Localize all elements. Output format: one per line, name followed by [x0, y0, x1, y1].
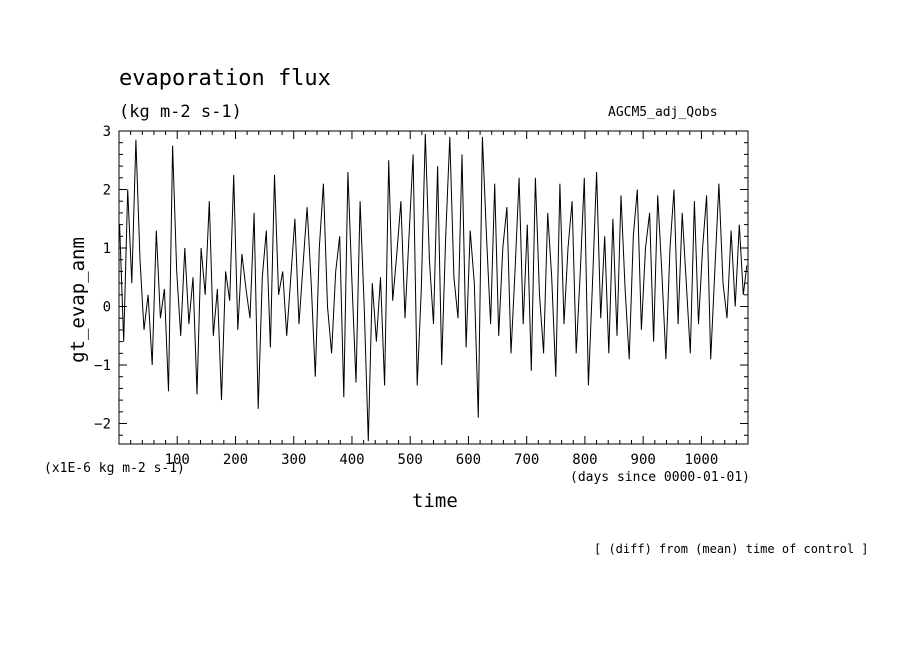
x-tick-label: 400 [339, 452, 364, 468]
x-tick-label: 500 [398, 452, 423, 468]
x-tick-label: 200 [223, 452, 248, 468]
x-tick-label: 600 [456, 452, 481, 468]
x-tick-label: 900 [631, 452, 656, 468]
plot-frame [118, 130, 749, 445]
y-tick-label: 0 [103, 300, 111, 316]
y-tick-label: −1 [94, 358, 111, 374]
y-scale-note: (x1E-6 kg m-2 s-1) [44, 461, 185, 476]
footer-note: [ (diff) from (mean) time of control ] [594, 542, 869, 556]
x-tick-label: 800 [572, 452, 597, 468]
y-tick-label: 1 [103, 241, 111, 257]
y-tick-label: 2 [103, 183, 111, 199]
x-axis-label: time [412, 490, 458, 512]
series-line [119, 133, 748, 442]
x-axis-units: (days since 0000-01-01) [570, 470, 751, 485]
x-tick-label: 100 [165, 452, 190, 468]
x-tick-label: 700 [514, 452, 539, 468]
x-tick-label: 1000 [685, 452, 719, 468]
experiment-label: AGCM5_adj_Qobs [608, 105, 718, 120]
y-ticks: −2 −1 0 1 2 3 [94, 124, 748, 436]
x-tick-label: 300 [281, 452, 306, 468]
y-tick-label: 3 [103, 124, 111, 140]
chart-title: evaporation flux [119, 66, 331, 91]
y-tick-label: −2 [94, 417, 111, 433]
chart-units: (kg m-2 s-1) [119, 102, 242, 122]
x-ticks: 100 200 300 400 500 600 700 800 900 1000 [130, 131, 749, 468]
